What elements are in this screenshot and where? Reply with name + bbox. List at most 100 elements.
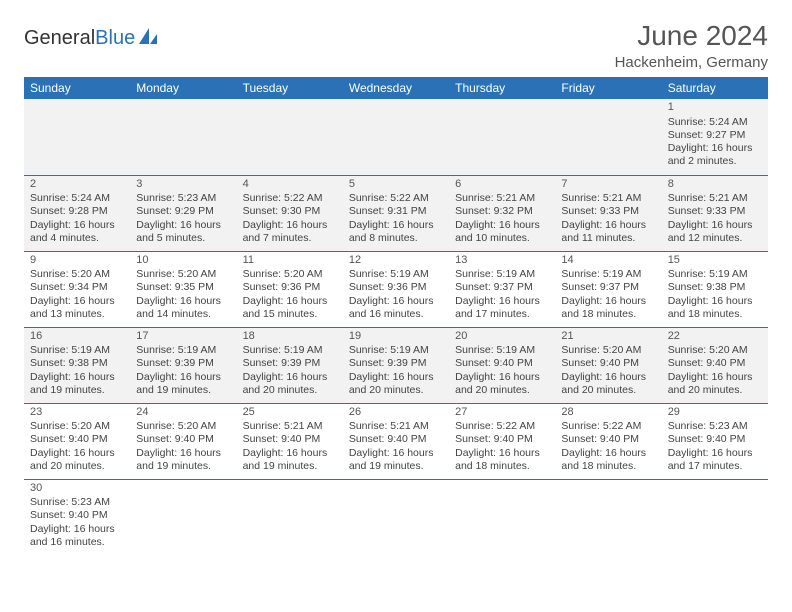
day-cell (343, 99, 449, 175)
daylight: Daylight: 16 hours and 2 minutes. (668, 142, 762, 168)
sunset: Sunset: 9:40 PM (455, 357, 549, 370)
sunset: Sunset: 9:39 PM (243, 357, 337, 370)
day-header: Saturday (662, 77, 768, 99)
daylight: Daylight: 16 hours and 18 minutes. (668, 295, 762, 321)
sunrise: Sunrise: 5:19 AM (349, 268, 443, 281)
day-cell: 6Sunrise: 5:21 AMSunset: 9:32 PMDaylight… (449, 175, 555, 251)
sunset: Sunset: 9:40 PM (136, 433, 230, 446)
day-cell: 17Sunrise: 5:19 AMSunset: 9:39 PMDayligh… (130, 327, 236, 403)
day-header: Thursday (449, 77, 555, 99)
day-cell (555, 99, 661, 175)
day-cell: 29Sunrise: 5:23 AMSunset: 9:40 PMDayligh… (662, 403, 768, 479)
location: Hackenheim, Germany (615, 54, 768, 71)
sunset: Sunset: 9:32 PM (455, 205, 549, 218)
daylight: Daylight: 16 hours and 17 minutes. (668, 447, 762, 473)
day-cell: 8Sunrise: 5:21 AMSunset: 9:33 PMDaylight… (662, 175, 768, 251)
day-number: 22 (668, 330, 762, 344)
day-number: 15 (668, 254, 762, 268)
day-cell: 27Sunrise: 5:22 AMSunset: 9:40 PMDayligh… (449, 403, 555, 479)
sunset: Sunset: 9:40 PM (30, 433, 124, 446)
daylight: Daylight: 16 hours and 20 minutes. (243, 371, 337, 397)
daylight: Daylight: 16 hours and 15 minutes. (243, 295, 337, 321)
day-header: Friday (555, 77, 661, 99)
daylight: Daylight: 16 hours and 20 minutes. (668, 371, 762, 397)
day-cell: 19Sunrise: 5:19 AMSunset: 9:39 PMDayligh… (343, 327, 449, 403)
sunset: Sunset: 9:40 PM (668, 433, 762, 446)
day-cell: 5Sunrise: 5:22 AMSunset: 9:31 PMDaylight… (343, 175, 449, 251)
day-number: 23 (30, 406, 124, 420)
week-row: 30Sunrise: 5:23 AMSunset: 9:40 PMDayligh… (24, 479, 768, 555)
logo-word1: General (24, 27, 95, 49)
day-number: 16 (30, 330, 124, 344)
day-cell: 11Sunrise: 5:20 AMSunset: 9:36 PMDayligh… (237, 251, 343, 327)
day-number: 2 (30, 178, 124, 192)
sunrise: Sunrise: 5:23 AM (136, 192, 230, 205)
sail-icon (137, 26, 159, 51)
day-cell: 21Sunrise: 5:20 AMSunset: 9:40 PMDayligh… (555, 327, 661, 403)
day-number: 27 (455, 406, 549, 420)
week-row: 2Sunrise: 5:24 AMSunset: 9:28 PMDaylight… (24, 175, 768, 251)
logo-word2: Blue (95, 27, 135, 49)
day-cell: 14Sunrise: 5:19 AMSunset: 9:37 PMDayligh… (555, 251, 661, 327)
sunrise: Sunrise: 5:23 AM (668, 420, 762, 433)
day-cell: 2Sunrise: 5:24 AMSunset: 9:28 PMDaylight… (24, 175, 130, 251)
sunset: Sunset: 9:37 PM (561, 281, 655, 294)
day-cell: 20Sunrise: 5:19 AMSunset: 9:40 PMDayligh… (449, 327, 555, 403)
week-row: 23Sunrise: 5:20 AMSunset: 9:40 PMDayligh… (24, 403, 768, 479)
sunrise: Sunrise: 5:22 AM (561, 420, 655, 433)
daylight: Daylight: 16 hours and 7 minutes. (243, 219, 337, 245)
day-number: 3 (136, 178, 230, 192)
sunset: Sunset: 9:37 PM (455, 281, 549, 294)
day-cell: 22Sunrise: 5:20 AMSunset: 9:40 PMDayligh… (662, 327, 768, 403)
sunset: Sunset: 9:35 PM (136, 281, 230, 294)
calendar-body: 1Sunrise: 5:24 AMSunset: 9:27 PMDaylight… (24, 99, 768, 555)
sunrise: Sunrise: 5:19 AM (668, 268, 762, 281)
day-number: 8 (668, 178, 762, 192)
sunrise: Sunrise: 5:20 AM (561, 344, 655, 357)
day-cell (237, 99, 343, 175)
sunrise: Sunrise: 5:24 AM (668, 116, 762, 129)
sunset: Sunset: 9:40 PM (349, 433, 443, 446)
day-cell: 18Sunrise: 5:19 AMSunset: 9:39 PMDayligh… (237, 327, 343, 403)
day-cell: 24Sunrise: 5:20 AMSunset: 9:40 PMDayligh… (130, 403, 236, 479)
daylight: Daylight: 16 hours and 17 minutes. (455, 295, 549, 321)
day-number: 18 (243, 330, 337, 344)
sunset: Sunset: 9:33 PM (561, 205, 655, 218)
day-number: 1 (668, 101, 762, 115)
header-row: GeneralBlue June 2024 Hackenheim, German… (24, 20, 768, 71)
sunrise: Sunrise: 5:20 AM (668, 344, 762, 357)
daylight: Daylight: 16 hours and 11 minutes. (561, 219, 655, 245)
day-number: 26 (349, 406, 443, 420)
daylight: Daylight: 16 hours and 20 minutes. (455, 371, 549, 397)
day-header: Wednesday (343, 77, 449, 99)
daylight: Daylight: 16 hours and 19 minutes. (243, 447, 337, 473)
day-header: Sunday (24, 77, 130, 99)
sunrise: Sunrise: 5:19 AM (561, 268, 655, 281)
sunset: Sunset: 9:40 PM (30, 509, 124, 522)
day-cell (237, 479, 343, 555)
sunrise: Sunrise: 5:21 AM (243, 420, 337, 433)
sunset: Sunset: 9:40 PM (561, 433, 655, 446)
daylight: Daylight: 16 hours and 13 minutes. (30, 295, 124, 321)
sunrise: Sunrise: 5:19 AM (349, 344, 443, 357)
sunrise: Sunrise: 5:21 AM (349, 420, 443, 433)
daylight: Daylight: 16 hours and 14 minutes. (136, 295, 230, 321)
sunrise: Sunrise: 5:20 AM (30, 268, 124, 281)
daylight: Daylight: 16 hours and 8 minutes. (349, 219, 443, 245)
daylight: Daylight: 16 hours and 16 minutes. (30, 523, 124, 549)
day-number: 13 (455, 254, 549, 268)
logo-text: GeneralBlue (24, 27, 135, 50)
sunrise propulsion: Sunrise: 5:21 AM (561, 192, 655, 205)
daylight: Daylight: 16 hours and 19 minutes. (136, 447, 230, 473)
sunrise: Sunrise: 5:22 AM (455, 420, 549, 433)
header-days-row: Sunday Monday Tuesday Wednesday Thursday… (24, 77, 768, 99)
sunrise: Sunrise: 5:20 AM (30, 420, 124, 433)
day-header: Monday (130, 77, 236, 99)
day-number: 9 (30, 254, 124, 268)
day-cell: 10Sunrise: 5:20 AMSunset: 9:35 PMDayligh… (130, 251, 236, 327)
day-number: 14 (561, 254, 655, 268)
title-block: June 2024 Hackenheim, Germany (615, 20, 768, 71)
week-row: 16Sunrise: 5:19 AMSunset: 9:38 PMDayligh… (24, 327, 768, 403)
day-cell: 25Sunrise: 5:21 AMSunset: 9:40 PMDayligh… (237, 403, 343, 479)
sunset: Sunset: 9:40 PM (668, 357, 762, 370)
